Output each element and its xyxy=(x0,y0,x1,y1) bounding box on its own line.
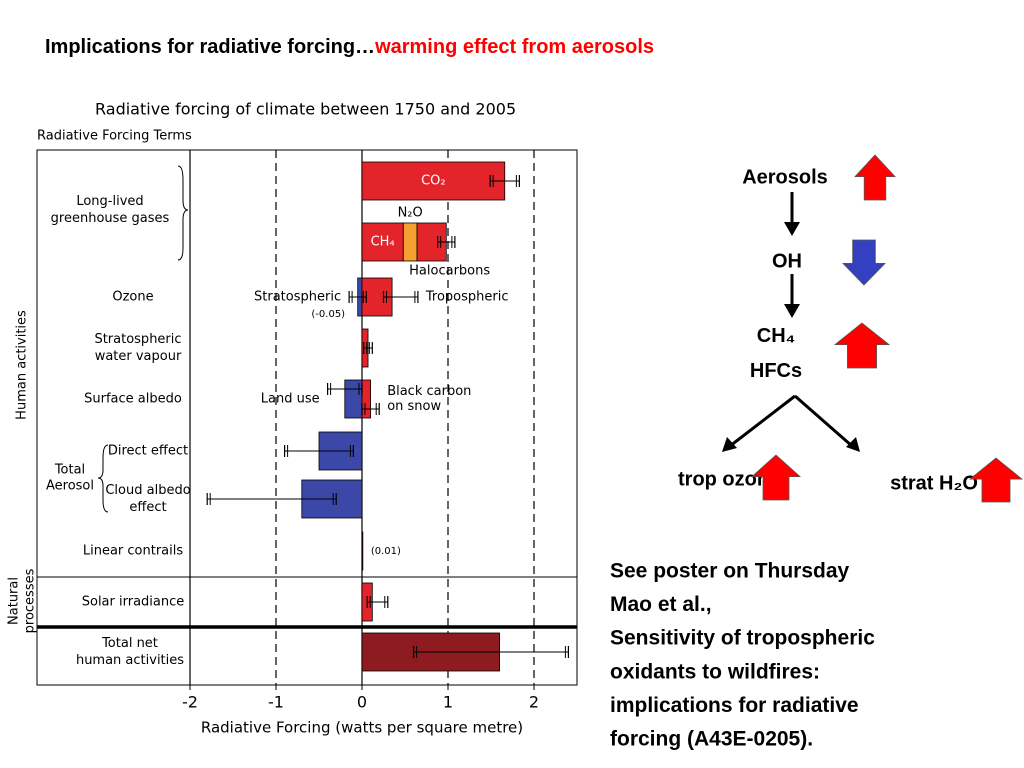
node-label: Aerosols xyxy=(742,166,828,188)
row-label: Stratospheric xyxy=(94,332,181,347)
x-axis-label: Radiative Forcing (watts per square metr… xyxy=(201,719,523,737)
trend-arrow xyxy=(833,322,891,369)
trend-arrow xyxy=(842,239,886,286)
segment-label: CO₂ xyxy=(421,174,446,189)
row-label: Surface albedo xyxy=(84,392,182,407)
segment-label: Tropospheric xyxy=(425,290,509,305)
arrow xyxy=(794,394,853,448)
trend-arrow xyxy=(968,457,1024,503)
segment-label: Stratospheric xyxy=(254,290,341,305)
title-lead: Implications for radiative forcing… xyxy=(45,36,375,58)
segment-label: Halocarbons xyxy=(409,264,490,279)
chart-frame xyxy=(36,149,578,686)
row-label: water vapour xyxy=(95,349,182,364)
slide-title: Implications for radiative forcing…warmi… xyxy=(45,36,654,58)
row-label: Total net xyxy=(101,636,158,651)
arrowhead xyxy=(784,304,800,318)
row-label: Direct effect xyxy=(108,444,188,459)
segment-label: Black carbon xyxy=(387,384,471,399)
row-label: Ozone xyxy=(112,290,153,305)
arrowhead xyxy=(784,222,800,236)
node-label: CH₄ xyxy=(757,325,795,347)
row-label: Long-lived xyxy=(76,194,143,209)
group-label: Total xyxy=(54,463,85,478)
x-tick-label: 0 xyxy=(357,693,367,712)
poster-line: Mao et al., xyxy=(610,593,712,616)
group-label: Aerosol xyxy=(46,479,94,494)
trend-arrow xyxy=(750,454,802,501)
node-label: HFCs xyxy=(750,360,802,382)
node-label: strat H₂O xyxy=(890,472,978,494)
row-label: Solar irradiance xyxy=(82,595,185,610)
poster-line: implications for radiative xyxy=(610,694,859,717)
row-label: greenhouse gases xyxy=(51,211,170,226)
poster-line: Sensitivity of tropospheric xyxy=(610,627,875,650)
bar xyxy=(402,222,418,262)
bar xyxy=(361,222,404,262)
row-label: effect xyxy=(129,500,166,515)
arrow xyxy=(729,394,796,448)
row-label: Linear contrails xyxy=(83,544,184,559)
x-tick-label: -1 xyxy=(268,693,284,712)
segment-label: N₂O xyxy=(398,206,423,221)
section-label: Human activities xyxy=(15,310,30,420)
poster-line: See poster on Thursday xyxy=(610,560,850,583)
trend-arrow xyxy=(854,154,896,201)
section-label: Natural xyxy=(7,577,22,625)
poster-line: forcing (A43E-0205). xyxy=(610,728,813,751)
chart-title: Radiative forcing of climate between 175… xyxy=(95,100,516,119)
chart-header: Radiative Forcing Terms xyxy=(37,129,192,144)
x-tick-label: -2 xyxy=(182,693,198,712)
brace xyxy=(177,165,189,261)
x-tick-label: 2 xyxy=(529,693,539,712)
value-label: (-0.05) xyxy=(311,309,345,320)
segment-label: on snow xyxy=(387,399,441,414)
value-label: (0.01) xyxy=(371,546,401,557)
arrowhead xyxy=(722,437,737,452)
title-highlight: warming effect from aerosols xyxy=(374,36,654,58)
section-label: processes xyxy=(23,568,38,633)
x-tick-label: 1 xyxy=(443,693,453,712)
row-label: Cloud albedo xyxy=(105,483,190,498)
arrowhead xyxy=(846,437,860,452)
row-label: human activities xyxy=(76,653,184,668)
bar xyxy=(361,531,364,571)
bar xyxy=(361,379,372,419)
segment-label: Land use xyxy=(261,392,320,407)
brace xyxy=(97,444,109,513)
segment-label: CH₄ xyxy=(371,235,395,250)
poster-line: oxidants to wildfires: xyxy=(610,660,820,683)
node-label: OH xyxy=(772,250,802,272)
